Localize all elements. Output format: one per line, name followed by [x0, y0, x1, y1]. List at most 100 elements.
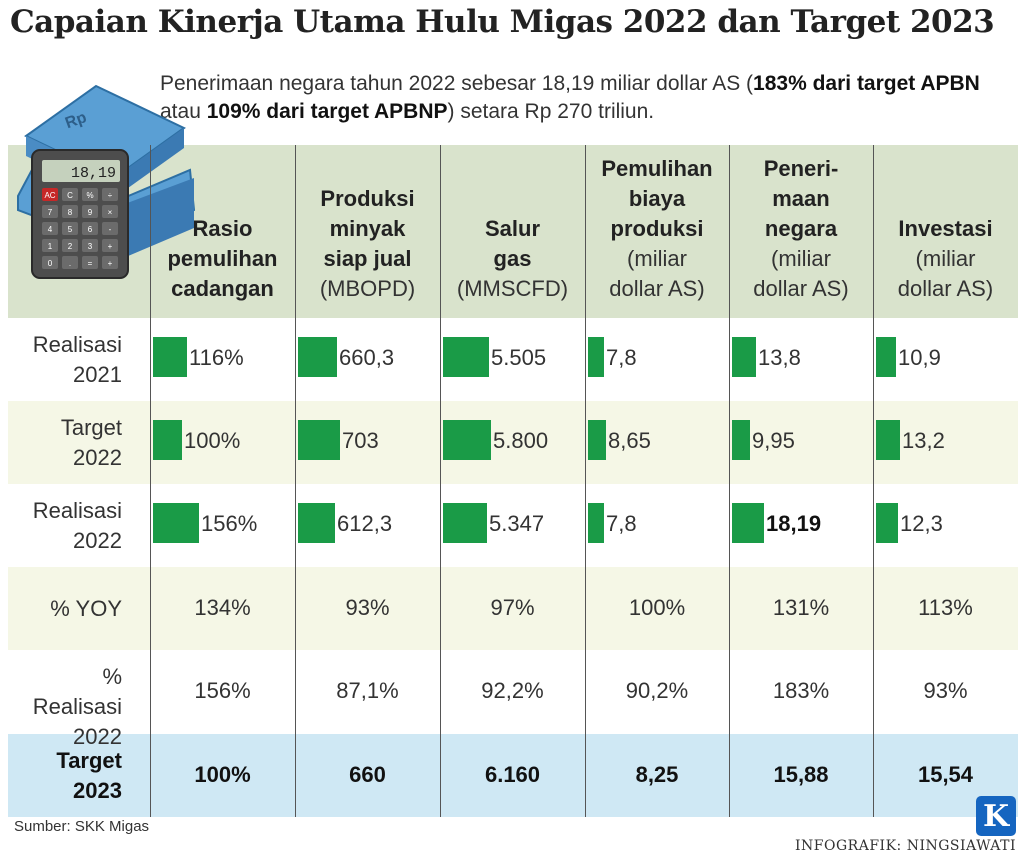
column-header-name: pemulihan [167, 246, 278, 271]
column-header: Produksi minyak siap jual (MBOPD) [295, 145, 440, 318]
calculator-key [82, 205, 98, 218]
calculator-key [102, 222, 118, 235]
table-cell: 113% [918, 595, 973, 620]
calculator-money-icon: Rp 18,19 AC C% ÷ 7 8 9 × 4 5 6 - 1 2 3 +0. = + [17, 84, 196, 279]
bar [443, 337, 489, 377]
table-cell: 8,25 [635, 762, 679, 787]
column-header-unit: (miliar [771, 246, 831, 271]
calculator-key-label: 4 [48, 225, 53, 234]
row-label-line: % Realisasi [32, 663, 122, 719]
column-header: Rasio pemulihan cadangan [150, 145, 295, 318]
row-label: % Realisasi 2022 [8, 662, 122, 752]
calculator-key [42, 205, 58, 218]
calculator-key [62, 188, 78, 201]
table-cell: 156% [194, 678, 251, 703]
calculator-key-label: 6 [88, 225, 93, 234]
column-divider [150, 145, 151, 817]
calculator-key [102, 205, 118, 218]
column-header-name: minyak [329, 216, 406, 241]
row-label-line: 2021 [73, 361, 122, 387]
table-cell: 660 [349, 762, 386, 787]
bar-value-label: 5.800 [493, 428, 549, 453]
bar [732, 337, 756, 377]
calculator-key [42, 188, 58, 201]
calculator-key [102, 188, 118, 201]
column-header-unit: (miliar [627, 246, 687, 271]
column-divider [295, 145, 296, 817]
calculator-key-label: 3 [88, 242, 93, 251]
bar-value-label: 703 [342, 428, 379, 453]
calculator-key-label: % [86, 191, 93, 200]
table-cell: 131% [772, 595, 830, 620]
calculator-key [82, 188, 98, 201]
bar-value-label: 18,19 [766, 511, 822, 536]
bar-value-label: 7,8 [606, 345, 637, 370]
calculator-key [82, 222, 98, 235]
currency-label: Rp [63, 109, 89, 132]
calculator-key-label: . [69, 259, 71, 268]
page-title: Capaian Kinerja Utama Hulu Migas 2022 da… [10, 4, 995, 40]
bar-value-label: 612,3 [337, 511, 393, 536]
table-cell: 6.160 [484, 762, 541, 787]
calculator-key-label: AC [44, 191, 55, 200]
column-header-name: Peneri- [763, 156, 839, 181]
column-header-name: Pemulihan [601, 156, 713, 181]
calculator-key [82, 256, 98, 269]
column-header-name: siap jual [323, 246, 412, 271]
bar [298, 337, 337, 377]
column-header: Peneri-maan negara (miliar dollar AS) [729, 145, 873, 318]
bar-value-label: 116% [189, 345, 244, 370]
row-label-line: Realisasi [32, 331, 122, 357]
table-cell: 90,2% [625, 678, 689, 703]
bar [153, 420, 182, 460]
column-divider [873, 145, 874, 817]
calculator-key-label: × [108, 208, 113, 217]
calculator-key [62, 222, 78, 235]
bar [588, 337, 604, 377]
calculator-key [102, 256, 118, 269]
calculator-display: 18,19 [71, 165, 116, 182]
bar-value-label: 13,8 [758, 345, 801, 370]
bar-value-label: 7,8 [606, 511, 637, 536]
subtitle: Penerimaan negara tahun 2022 sebesar 18,… [160, 70, 1010, 126]
column-header-unit: (MBOPD) [319, 276, 416, 301]
column-header-name: cadangan [171, 276, 274, 301]
bar-value-label: 12,3 [900, 511, 943, 536]
bar [298, 420, 340, 460]
column-header-unit: dollar AS) [897, 276, 994, 301]
bar [153, 503, 199, 543]
row-label: Realisasi 2022 [8, 496, 122, 556]
table-cell: 97% [490, 595, 535, 620]
bar [876, 337, 896, 377]
calculator-key [42, 222, 58, 235]
table-cell: 93% [345, 595, 390, 620]
column-header-name: maan [772, 186, 830, 211]
infographic-credit: INFOGRAFIK: NINGSIAWATI [795, 838, 1016, 854]
table-cell: 100% [194, 762, 251, 787]
calculator-key-label: 0 [48, 259, 53, 268]
row-label: % YOY [8, 594, 122, 624]
column-header-unit: (MMSCFD) [456, 276, 569, 301]
subtitle-text-3: ) setara Rp 270 triliun. [447, 100, 655, 123]
calculator-key [62, 256, 78, 269]
table-cell: 134% [194, 595, 251, 620]
column-header-name: negara [764, 216, 838, 241]
calculator-key-label: ÷ [108, 191, 113, 200]
kompas-logo: K [976, 796, 1016, 836]
bar-value-label: 9,95 [752, 428, 795, 453]
table-cell: 100% [628, 595, 686, 620]
calculator-key-label: C [67, 191, 73, 200]
subtitle-bold-1: 183% dari target APBN [753, 72, 980, 95]
table-cell: 15,54 [917, 762, 974, 787]
bar [588, 420, 606, 460]
table-cell: 93% [923, 678, 968, 703]
subtitle-bold-2: 109% dari target APBNP [206, 100, 448, 123]
bar [876, 420, 900, 460]
calculator-key-label: 7 [48, 208, 53, 217]
table-cell: 15,88 [773, 762, 829, 787]
calculator-key-label: 5 [68, 225, 73, 234]
column-header-name: Rasio [192, 216, 253, 241]
column-divider [585, 145, 586, 817]
bar-value-label: 660,3 [339, 345, 395, 370]
subtitle-text-1: Penerimaan negara tahun 2022 sebesar 18,… [160, 72, 754, 95]
